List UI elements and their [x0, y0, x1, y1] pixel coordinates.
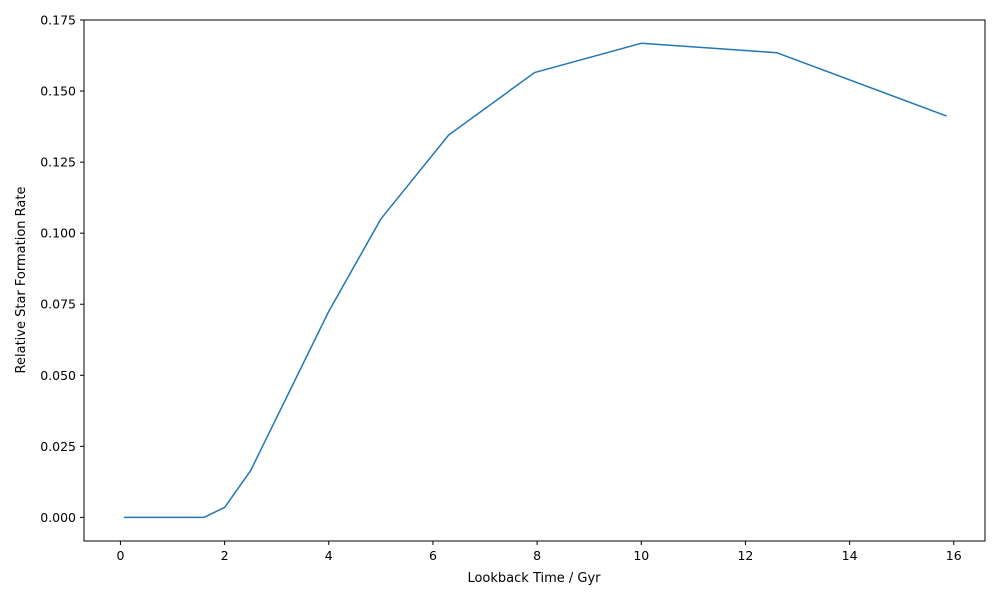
- y-tick-label: 0.150: [40, 84, 76, 99]
- series-line-0: [123, 42, 947, 519]
- y-axis-label: Relative Star Formation Rate: [14, 187, 29, 374]
- axes: 0 2 4 6 8 10 12 14 16 0.000 0.025 0.050 0.075 0.100 0.…: [40, 13, 986, 563]
- y-tick-label: 0.100: [40, 226, 76, 241]
- x-tick-label: 14: [842, 548, 858, 563]
- x-tick-label: 12: [737, 548, 753, 563]
- x-tick-label: 4: [325, 548, 333, 563]
- x-tick-label: 8: [533, 548, 541, 563]
- y-tick-label: 0.050: [40, 368, 76, 383]
- axes-frame: [83, 19, 986, 542]
- y-tick-label: 0.175: [40, 13, 76, 28]
- x-tick-label: 0: [116, 548, 124, 563]
- x-tick-label: 6: [429, 548, 437, 563]
- plot-area: [123, 42, 947, 519]
- y-tick-label: 0.125: [40, 155, 76, 170]
- y-tick-label: 0.025: [40, 439, 76, 454]
- x-tick-label: 16: [946, 548, 962, 563]
- x-tick-label: 2: [221, 548, 229, 563]
- x-tick-label: 10: [633, 548, 649, 563]
- x-axis-label: Lookback Time / Gyr: [467, 571, 601, 586]
- y-tick-label: 0.075: [40, 297, 76, 312]
- y-tick-label: 0.000: [40, 510, 76, 525]
